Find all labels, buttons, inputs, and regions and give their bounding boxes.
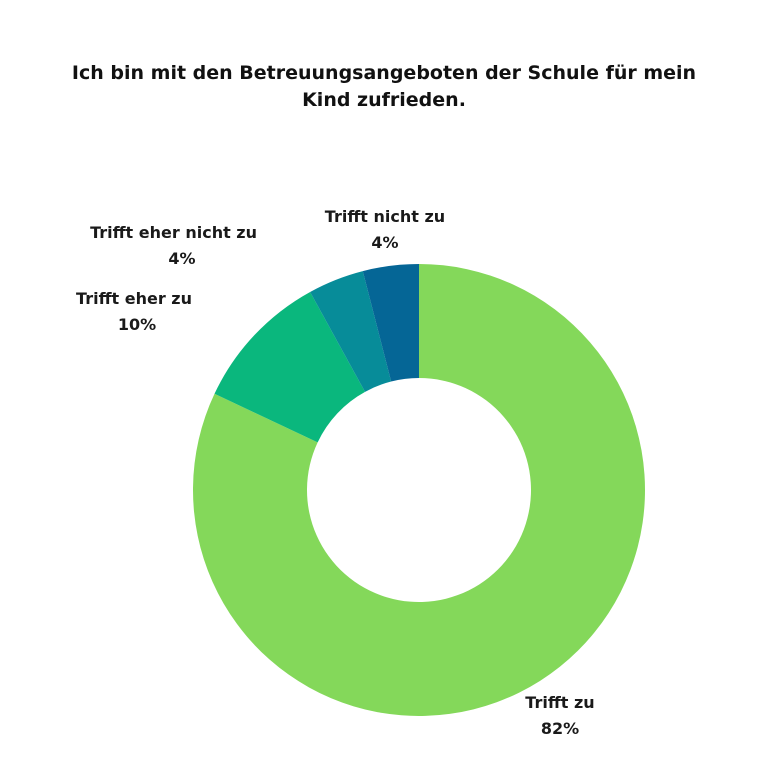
- chart-title: Ich bin mit den Betreuungsangeboten der …: [71, 62, 697, 111]
- slice-trifft-nicht-zu: [362, 264, 419, 382]
- slice-label: Trifft nicht zu: [325, 207, 445, 226]
- slice-value-label: 10%: [118, 315, 156, 334]
- slice-label: Trifft eher zu: [76, 289, 192, 308]
- slice-label: Trifft eher nicht zu: [90, 223, 257, 242]
- slice-trifft-zu: [193, 264, 646, 717]
- slice-value-label: 4%: [371, 233, 398, 252]
- slice-value-label: 4%: [168, 249, 195, 268]
- slice-value-label: 82%: [541, 719, 579, 738]
- slice-label: Trifft zu: [525, 693, 594, 712]
- slice-trifft-eher-nicht-zu: [310, 271, 392, 392]
- slice-trifft-eher-zu: [214, 291, 366, 443]
